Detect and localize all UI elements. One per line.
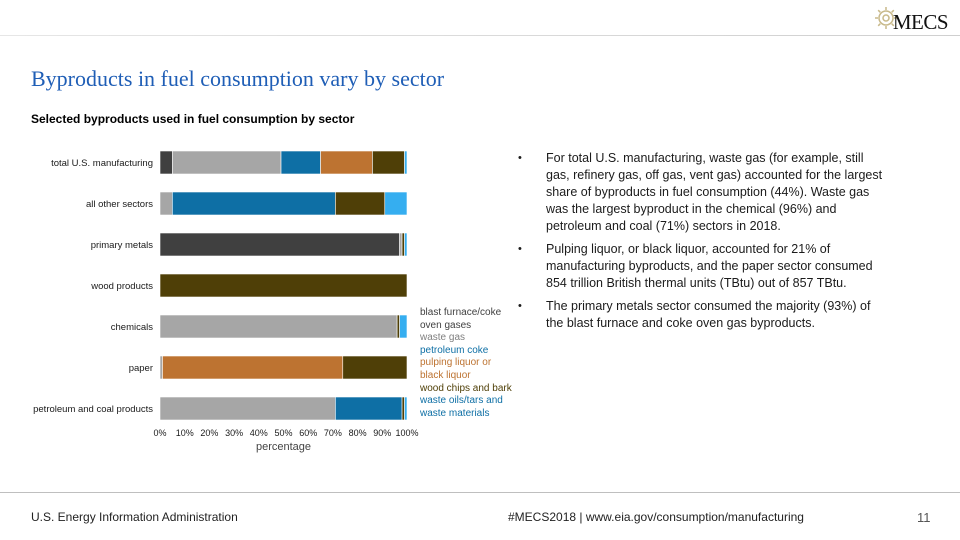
bullet-text: The primary metals sector consumed the m…	[546, 299, 871, 330]
bar-segment	[159, 396, 336, 421]
x-tick-label: 60%	[299, 428, 317, 438]
bullet-marker: •	[518, 300, 522, 312]
bullet-marker: •	[518, 243, 522, 255]
bar-segment	[159, 314, 398, 339]
bullet-marker: •	[518, 152, 522, 164]
bar-segment	[342, 355, 408, 380]
stacked-bar-chart: total U.S. manufacturing all other sector…	[33, 150, 419, 453]
bullet-item: • For total U.S. manufacturing, waste ga…	[518, 150, 890, 235]
category-label: primary metals	[91, 240, 154, 251]
footer-source: #MECS2018 | www.eia.gov/consumption/manu…	[508, 510, 804, 524]
bar-segment	[384, 191, 408, 216]
bullet-list: • For total U.S. manufacturing, waste ga…	[518, 150, 890, 338]
page-number: 11	[917, 510, 931, 525]
bar-segment	[399, 232, 403, 257]
legend-entry: oven gases	[420, 319, 472, 331]
category-label: paper	[129, 363, 153, 374]
x-tick-label: 80%	[349, 428, 367, 438]
bar-segment	[396, 314, 400, 339]
footer-separator: |	[576, 510, 586, 524]
bullet-item: • The primary metals sector consumed the…	[518, 298, 890, 332]
bar-segment	[335, 396, 403, 421]
header-rule	[0, 35, 960, 36]
bar-segment	[172, 150, 282, 175]
bar-segment	[372, 150, 405, 175]
legend-entry: waste gas	[420, 332, 466, 344]
bar-segment	[335, 191, 386, 216]
bar-segment	[159, 232, 400, 257]
footer-agency: U.S. Energy Information Administration	[31, 510, 238, 524]
bar-segment	[404, 232, 408, 257]
bar-segment	[404, 150, 408, 175]
bar-segment	[320, 150, 373, 175]
bar-segment	[159, 150, 173, 175]
bar-segment	[401, 396, 405, 421]
legend-entry: petroleum coke	[420, 344, 489, 356]
legend-entry: waste materials	[420, 407, 490, 419]
gear-icon	[875, 7, 897, 29]
footer-hashtag[interactable]: #MECS2018	[508, 510, 577, 524]
x-tick-label: 100%	[395, 428, 418, 438]
bar-segment	[159, 273, 408, 298]
bullet-item: • Pulping liquor, or black liquor, accou…	[518, 241, 890, 292]
x-tick-label: 40%	[250, 428, 268, 438]
legend-entry: waste oils/tars and	[420, 395, 503, 407]
chart-legend: blast furnace/coke oven gases waste gas pet…	[420, 307, 540, 420]
bar-segment	[399, 314, 408, 339]
bar-segment	[159, 355, 163, 380]
category-label: chemicals	[111, 322, 153, 333]
chart-subtitle: Selected byproducts used in fuel consump…	[31, 112, 355, 126]
x-axis-label: percentage	[256, 441, 311, 453]
bullet-text: Pulping liquor, or black liquor, account…	[546, 242, 873, 290]
x-tick-label: 30%	[225, 428, 243, 438]
category-label: all other sectors	[86, 199, 153, 210]
legend-entry: pulping liquor or	[420, 357, 492, 369]
bar-segment	[162, 355, 344, 380]
bar-segment	[404, 396, 408, 421]
mecs-logo: MECS	[892, 10, 949, 34]
bar-segment	[280, 150, 321, 175]
bullet-text: For total U.S. manufacturing, waste gas …	[546, 151, 883, 233]
category-label: total U.S. manufacturing	[51, 158, 153, 169]
legend-entry: black liquor	[420, 369, 471, 381]
x-tick-label: 0%	[153, 428, 166, 438]
x-tick-label: 70%	[324, 428, 342, 438]
legend-entry: wood chips and bark	[420, 382, 512, 394]
bar-segment	[172, 191, 336, 216]
bar-segment	[159, 191, 173, 216]
legend-entry: blast furnace/coke	[420, 307, 502, 318]
footer-url[interactable]: www.eia.gov/consumption/manufacturing	[585, 510, 804, 524]
category-label: petroleum and coal products	[33, 404, 153, 415]
bar-segment	[401, 232, 405, 257]
x-tick-label: 90%	[373, 428, 391, 438]
x-tick-label: 20%	[200, 428, 218, 438]
x-tick-label: 10%	[176, 428, 194, 438]
slide-title: Byproducts in fuel consumption vary by s…	[31, 66, 445, 91]
footer-rule	[0, 492, 960, 493]
x-tick-label: 50%	[274, 428, 292, 438]
category-label: wood products	[90, 281, 153, 292]
